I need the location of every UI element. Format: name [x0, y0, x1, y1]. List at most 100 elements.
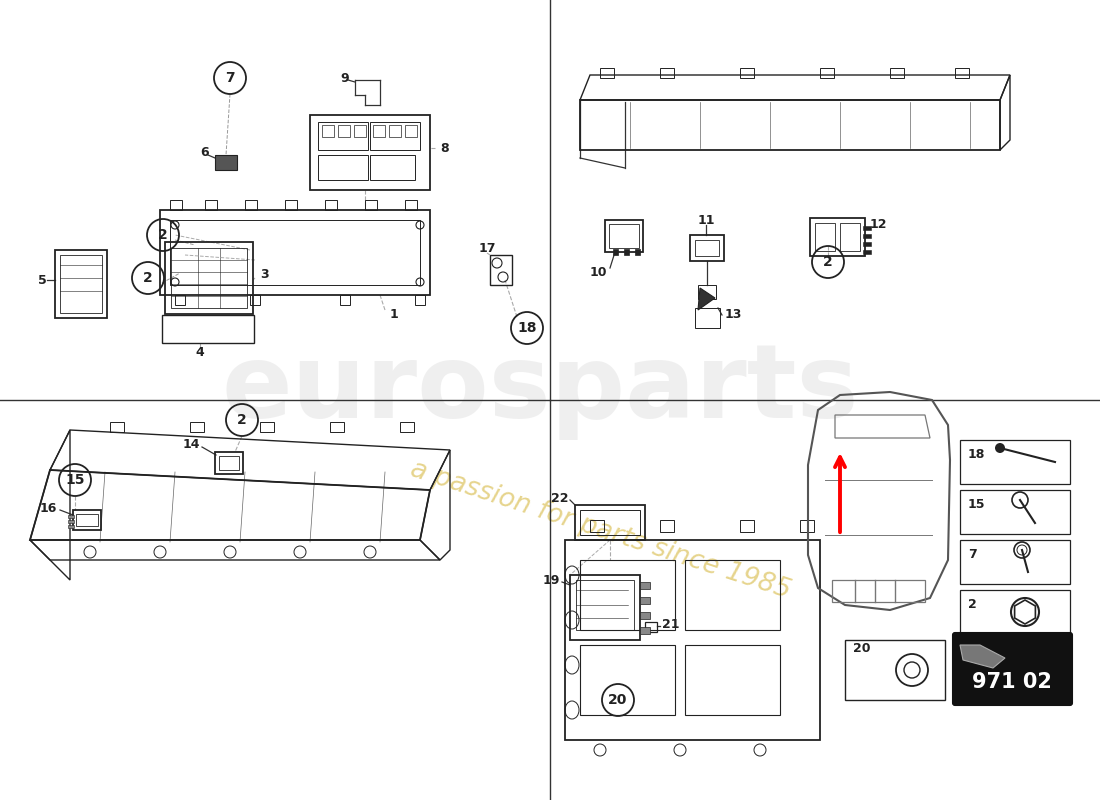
Bar	[324, 200, 337, 210]
Text: 18: 18	[517, 321, 537, 335]
Bar	[190, 422, 204, 432]
Bar	[815, 223, 835, 251]
Bar	[864, 250, 871, 254]
Bar	[690, 235, 724, 261]
Bar	[165, 242, 253, 314]
Bar	[600, 68, 614, 78]
Bar	[55, 250, 107, 318]
Text: 10: 10	[590, 266, 607, 278]
Text: 15: 15	[65, 473, 85, 487]
Text: 20: 20	[852, 642, 870, 654]
Text: 14: 14	[183, 438, 200, 451]
Bar	[214, 155, 236, 170]
Bar	[609, 224, 639, 248]
Bar	[645, 622, 657, 632]
Bar	[370, 122, 420, 150]
Circle shape	[996, 443, 1005, 453]
Bar	[285, 200, 297, 210]
Text: 7: 7	[968, 547, 977, 561]
Bar	[373, 125, 385, 137]
Text: 2: 2	[823, 255, 833, 269]
Bar	[840, 223, 860, 251]
Bar	[575, 505, 645, 540]
Bar	[318, 155, 368, 180]
Bar	[660, 520, 674, 532]
Bar	[338, 125, 350, 137]
Text: 19: 19	[542, 574, 560, 586]
Text: 6: 6	[200, 146, 209, 159]
Bar	[605, 220, 643, 252]
Bar	[960, 440, 1070, 484]
Text: 11: 11	[697, 214, 715, 226]
Text: 2: 2	[968, 598, 977, 610]
Bar	[740, 520, 754, 532]
Bar	[260, 422, 274, 432]
Bar	[68, 525, 74, 528]
Bar	[698, 285, 716, 299]
Bar	[590, 520, 604, 532]
Bar	[800, 520, 814, 532]
Bar	[576, 580, 634, 630]
Text: 2: 2	[158, 228, 168, 242]
Text: 18: 18	[968, 447, 986, 461]
Text: 13: 13	[725, 309, 742, 322]
Bar	[740, 68, 754, 78]
Bar	[400, 422, 414, 432]
Bar	[580, 645, 675, 715]
Bar	[415, 295, 425, 305]
Bar	[318, 122, 368, 150]
Bar	[685, 560, 780, 630]
Bar	[170, 248, 248, 308]
Bar	[960, 490, 1070, 534]
Bar	[960, 590, 1070, 634]
Bar	[613, 249, 618, 255]
Bar	[960, 540, 1070, 584]
FancyBboxPatch shape	[953, 633, 1072, 705]
Text: 2: 2	[238, 413, 246, 427]
Bar	[570, 575, 640, 640]
Bar	[370, 155, 415, 180]
Bar	[580, 560, 675, 630]
Bar	[68, 520, 74, 523]
Text: 16: 16	[40, 502, 57, 514]
Polygon shape	[960, 645, 1005, 668]
Text: 1: 1	[390, 309, 398, 322]
Text: 4: 4	[196, 346, 205, 358]
Bar	[73, 510, 101, 530]
Text: 21: 21	[662, 618, 680, 631]
Bar	[490, 255, 512, 285]
Bar	[389, 125, 402, 137]
Bar	[170, 220, 420, 285]
Bar	[250, 295, 260, 305]
Bar	[219, 456, 239, 470]
Bar	[640, 627, 650, 634]
Bar	[214, 452, 243, 474]
Bar	[365, 200, 377, 210]
Text: 15: 15	[968, 498, 986, 510]
Bar	[170, 200, 182, 210]
Text: 17: 17	[478, 242, 496, 254]
Text: 12: 12	[870, 218, 888, 231]
Bar	[76, 514, 98, 526]
Text: 22: 22	[550, 491, 568, 505]
Bar	[310, 115, 430, 190]
Bar	[640, 597, 650, 604]
Bar	[660, 68, 674, 78]
Bar	[330, 422, 344, 432]
Text: 9: 9	[340, 71, 349, 85]
Text: 8: 8	[440, 142, 449, 154]
Text: a passion for parts since 1985: a passion for parts since 1985	[407, 456, 793, 604]
Bar	[340, 295, 350, 305]
Bar	[955, 68, 969, 78]
Bar	[864, 226, 871, 230]
Bar	[580, 510, 640, 535]
Bar	[205, 200, 217, 210]
Bar	[864, 242, 871, 246]
Bar	[810, 218, 865, 256]
Text: 7: 7	[226, 71, 234, 85]
Bar	[110, 422, 124, 432]
Text: 971 02: 971 02	[972, 672, 1052, 692]
Bar	[245, 200, 257, 210]
Bar	[405, 125, 417, 137]
Bar	[890, 68, 904, 78]
